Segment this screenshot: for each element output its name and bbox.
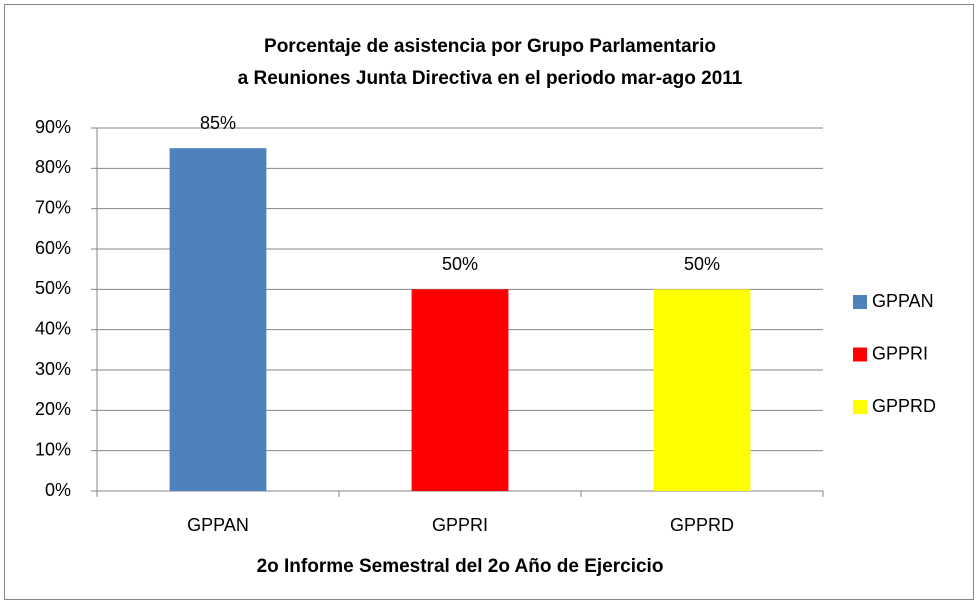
y-tick-label: 40% [35,318,71,338]
legend-label: GPPRD [872,396,936,416]
legend-swatch [853,295,867,309]
y-tick-label: 80% [35,157,71,177]
y-tick-label: 90% [35,117,71,137]
y-tick-label: 50% [35,278,71,298]
y-tick-label: 10% [35,439,71,459]
value-label: 85% [200,113,236,133]
legend-label: GPPRI [872,343,928,363]
x-tick-label: GPPRD [670,515,734,535]
y-tick-label: 30% [35,359,71,379]
legend-swatch [853,400,867,414]
chart-title: Porcentaje de asistencia por Grupo Parla… [264,36,716,57]
bar [411,289,509,491]
y-tick-label: 70% [35,197,71,217]
legend-label: GPPAN [872,291,934,311]
y-tick-label: 0% [45,480,71,500]
y-tick-label: 20% [35,399,71,419]
legend-swatch [853,347,867,362]
y-tick-label: 60% [35,238,71,258]
value-label: 50% [442,254,478,274]
chart-title: a Reuniones Junta Directiva en el period… [238,68,743,89]
bar [169,148,267,491]
value-label: 50% [684,254,720,274]
bar [653,289,751,491]
x-axis-label: 2o Informe Semestral del 2o Año de Ejerc… [257,556,664,577]
x-tick-label: GPPRI [432,515,488,535]
x-tick-label: GPPAN [187,515,249,535]
